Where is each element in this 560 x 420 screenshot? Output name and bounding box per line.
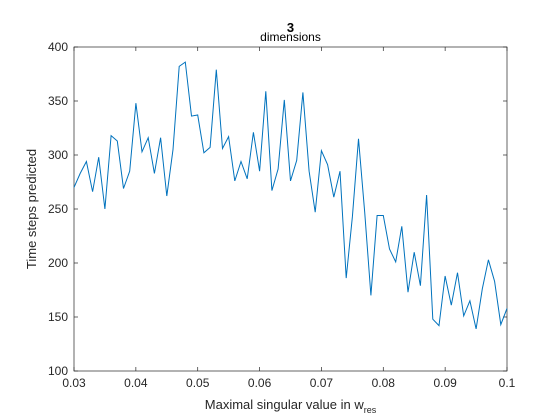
x-tick-label: 0.09 <box>433 376 457 390</box>
x-tick-label: 0.07 <box>310 376 334 390</box>
y-tick-label: 250 <box>48 202 68 216</box>
x-axis-label-main: Maximal singular value in w <box>205 397 365 412</box>
y-axis-label: Time steps predicted <box>24 149 39 269</box>
y-tick-label: 350 <box>48 94 68 108</box>
x-axis-label-subscript: res <box>364 405 377 415</box>
plot-area <box>73 46 508 372</box>
y-tick-label: 300 <box>48 148 68 162</box>
y-tick-label: 400 <box>48 40 68 54</box>
y-tick-label: 200 <box>48 256 68 270</box>
x-tick-label: 0.05 <box>186 376 210 390</box>
x-tick-label: 0.04 <box>124 376 148 390</box>
chart-title: 3 <box>287 20 294 35</box>
x-tick-label: 0.08 <box>372 376 396 390</box>
x-tick-label: 0.06 <box>248 376 272 390</box>
series-line <box>73 61 508 330</box>
axis-ticks <box>73 46 508 372</box>
x-axis-label: Maximal singular value in wres <box>205 397 377 415</box>
axis-tick-labels: 0.03 0.04 0.05 0.06 0.07 0.08 0.09 0.1 100 150 200… <box>48 40 516 390</box>
y-tick-label: 150 <box>48 310 68 324</box>
y-tick-label: 100 <box>48 364 68 378</box>
x-tick-label: 0.03 <box>62 376 86 390</box>
x-tick-label: 0.1 <box>499 376 516 390</box>
chart-subtitle: dimensions <box>260 30 321 44</box>
